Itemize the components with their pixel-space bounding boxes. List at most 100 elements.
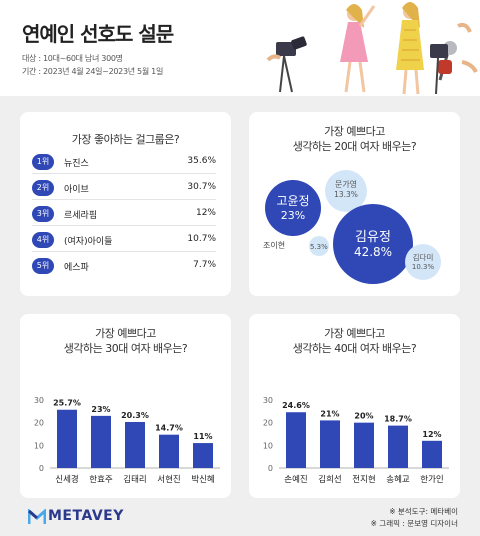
bubble-name: 고윤정 [276, 194, 310, 208]
header: 연예인 선호도 설문 대상 : 10대~60대 남녀 300명 기간 : 202… [0, 0, 480, 96]
bar [354, 422, 374, 468]
y-tick-label: 0 [39, 464, 44, 473]
page-title: 연예인 선호도 설문 [22, 22, 174, 46]
rank-badge: 3위 [32, 206, 54, 222]
card-title-line: 가장 예쁘다고 [324, 125, 385, 138]
credit-tool: ※ 분석도구: 메타베이 [389, 507, 458, 516]
metavey-logo-icon [28, 509, 46, 524]
bar [422, 440, 442, 468]
group-percent: 30.7% [187, 182, 216, 192]
bar [57, 409, 77, 468]
group-name: 르세라핌 [64, 211, 98, 221]
x-tick-label: 박신혜 [191, 474, 214, 485]
data-label: 23% [91, 405, 110, 414]
x-tick-label: 신세경 [55, 474, 78, 485]
card-title-line: 가장 예쁘다고 [324, 327, 385, 340]
girl-group-ranking-card: 가장 좋아하는 걸그룹은? 1위 뉴진스 35.6% 2위 아이브 30.7% … [20, 112, 231, 296]
bubble-percent: 23% [280, 209, 306, 222]
group-percent: 12% [195, 208, 216, 218]
celebrity-figure-2 [396, 2, 424, 95]
x-tick-label: 손예진 [284, 474, 307, 485]
y-tick-label: 0 [268, 464, 273, 473]
bubble-name: 문가영 [334, 180, 358, 189]
ranking-row: 1위 뉴진스 35.6% [32, 152, 216, 174]
data-label: 20% [354, 412, 373, 421]
rank-badge: 5위 [32, 258, 54, 274]
x-tick-label: 송혜교 [386, 475, 410, 485]
y-tick-label: 10 [263, 441, 273, 450]
x-tick-label: 전지현 [352, 474, 375, 485]
bar [91, 415, 111, 468]
bubble-name: 김유정 [355, 230, 391, 245]
card-title: 가장 좋아하는 걸그룹은? [71, 133, 180, 146]
y-tick-label: 20 [34, 419, 44, 428]
ranking-row: 5위 에스파 7.7% [32, 256, 216, 278]
credit-graphic: ※ 그래픽 : 문보영 디자이너 [370, 519, 458, 528]
data-label: 14.7% [155, 424, 183, 433]
group-percent: 10.7% [187, 234, 216, 244]
y-tick-label: 10 [34, 441, 44, 450]
bubble-percent: 13.3% [334, 190, 358, 199]
actress-40s-bar-chart: 0 10 20 30 24.6% 손예진 21% 김희선 20% 전지현 18.7% 송혜교 12% 한가… [263, 396, 449, 485]
bubble-kimdami: 김다미 10.3% [405, 244, 441, 280]
card-title-line: 생각하는 20대 여자 배우는? [292, 140, 417, 153]
logo-text: METAVEY [48, 508, 124, 524]
bubble-moongayoung: 문가영 13.3% [325, 170, 367, 212]
bubble-percent: 10.3% [411, 263, 435, 271]
data-label: 20.3% [121, 411, 149, 420]
x-tick-label: 한가인 [420, 474, 443, 485]
rank-badge: 2위 [32, 180, 54, 196]
bubble-name-outside: 조이현 [263, 241, 286, 250]
card-title-line: 생각하는 30대 여자 배우는? [63, 342, 188, 355]
card-title: 가장 예쁘다고 생각하는 20대 여자 배우는? [249, 124, 460, 154]
actress-30s-card: 가장 예쁘다고 생각하는 30대 여자 배우는? 0 10 20 30 25.7% 신세경… [20, 314, 231, 498]
group-name: (여자)아이들 [64, 237, 113, 247]
camera-icon [266, 36, 307, 93]
rank-badge: 4위 [32, 232, 54, 248]
data-label: 21% [320, 409, 339, 418]
card-title: 가장 예쁘다고 생각하는 30대 여자 배우는? [20, 326, 231, 356]
y-tick-label: 30 [263, 396, 273, 405]
group-percent: 7.7% [193, 260, 216, 270]
bar [125, 421, 145, 468]
actress-40s-card: 가장 예쁘다고 생각하는 40대 여자 배우는? 0 10 20 30 24.6% 손예진… [249, 314, 460, 498]
group-name: 에스파 [64, 263, 89, 273]
bubble-percent: 42.8% [353, 245, 393, 259]
card-title-line: 생각하는 40대 여자 배우는? [292, 342, 417, 355]
x-tick-label: 김희선 [318, 474, 341, 485]
data-label: 11% [193, 432, 212, 441]
rank-badge: 1위 [32, 154, 54, 170]
data-label: 18.7% [384, 415, 412, 424]
bubble-kimyoojung: 김유정 42.8% [333, 204, 413, 284]
actress-20s-card: 가장 예쁘다고 생각하는 20대 여자 배우는? 고윤정 23% 문가영 13.… [249, 112, 460, 296]
y-tick-label: 20 [263, 419, 273, 428]
group-name: 아이브 [64, 185, 89, 195]
bar [159, 434, 179, 468]
ranking-row: 4위 (여자)아이들 10.7% [32, 230, 216, 252]
x-tick-label: 김태리 [123, 474, 146, 485]
x-tick-label: 서현진 [157, 474, 180, 485]
ranking-row: 2위 아이브 30.7% [32, 178, 216, 200]
card-title: 가장 예쁘다고 생각하는 40대 여자 배우는? [249, 326, 460, 356]
celebrity-camera-illustration [266, 2, 478, 95]
survey-period: 기간 : 2023년 4월 24일~2023년 5월 1일 [22, 67, 164, 76]
x-tick-label: 한효주 [89, 475, 113, 485]
card-title-line: 가장 예쁘다고 [95, 327, 156, 340]
survey-target: 대상 : 10대~60대 남녀 300명 [22, 54, 123, 63]
group-name: 뉴진스 [64, 159, 89, 169]
bar [286, 412, 306, 468]
bar [320, 420, 340, 468]
group-percent: 35.6% [187, 156, 216, 166]
camera-icon [430, 44, 448, 95]
y-tick-label: 30 [34, 396, 44, 405]
bubble-choyihyun [309, 236, 329, 256]
bubble-goyoonjung: 고윤정 23% [265, 180, 321, 236]
celebrity-figure-1 [340, 4, 376, 93]
bubble-percent-outside: 5.3% [310, 243, 328, 251]
bar [388, 425, 408, 468]
data-label: 25.7% [53, 399, 81, 408]
data-label: 24.6% [282, 401, 310, 410]
ranking-row: 3위 르세라핌 12% [32, 204, 216, 226]
data-label: 12% [422, 430, 441, 439]
actress-30s-bar-chart: 0 10 20 30 25.7% 신세경 23% 한효주 20.3% 김태리 14.7% 서현진 11%… [34, 396, 220, 485]
